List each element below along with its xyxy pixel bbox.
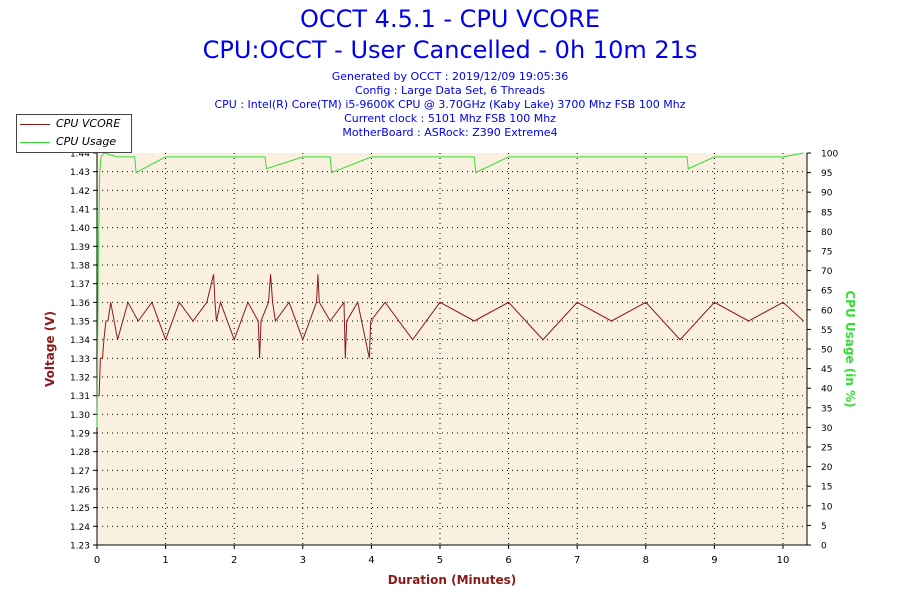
y2-tick-label: 35	[821, 404, 832, 414]
y-tick-label: 1.36	[70, 299, 90, 309]
x-tick-label: 4	[368, 555, 374, 566]
y-tick-label: 1.43	[70, 168, 90, 178]
legend: CPU VCORE CPU Usage	[16, 114, 132, 153]
y-tick-label: 1.44	[70, 150, 90, 160]
x-axis-label: Duration (Minutes)	[388, 573, 516, 587]
y-axis-label: Voltage (V)	[43, 311, 57, 387]
y2-tick-label: 75	[821, 248, 832, 258]
y-tick-label: 1.29	[70, 430, 90, 440]
y2-tick-label: 85	[821, 208, 832, 218]
y2-tick-label: 45	[821, 365, 832, 375]
x-tick-label: 5	[437, 555, 443, 566]
y-tick-label: 1.28	[70, 448, 90, 458]
y-tick-label: 1.24	[70, 523, 90, 533]
y2-tick-label: 20	[821, 463, 833, 473]
y2-tick-label: 15	[821, 483, 832, 493]
info-generated: Generated by OCCT : 2019/12/09 19:05:36	[331, 70, 569, 83]
legend-label-vcore: CPU VCORE	[56, 117, 121, 130]
y-tick-label: 1.39	[70, 243, 90, 253]
x-tick-label: 2	[231, 555, 237, 566]
y2-tick-label: 5	[821, 522, 827, 532]
y-tick-label: 1.27	[70, 467, 90, 477]
y2-tick-label: 100	[821, 150, 838, 160]
series-line-vcore	[97, 274, 804, 397]
y2-tick-label: 0	[821, 542, 827, 552]
y-tick-label: 1.35	[70, 318, 90, 328]
y2-tick-label: 50	[821, 346, 833, 356]
y-tick-label: 1.42	[70, 187, 90, 197]
y2-tick-label: 90	[821, 189, 833, 199]
y-tick-label: 1.30	[70, 411, 90, 421]
info-config: Config : Large Data Set, 6 Threads	[355, 84, 545, 97]
x-tick-label: 1	[162, 555, 168, 566]
info-motherboard: MotherBoard : ASRock: Z390 Extreme4	[342, 126, 558, 139]
series-line-usage	[96, 152, 804, 428]
y-tick-label: 1.37	[70, 280, 90, 290]
y2-tick-label: 40	[821, 385, 833, 395]
y2-tick-label: 60	[821, 306, 833, 316]
legend-swatch-vcore	[20, 124, 50, 125]
y-tick-label: 1.41	[70, 206, 90, 216]
x-tick-label: 10	[777, 555, 790, 566]
chart-title: OCCT 4.5.1 - CPU VCORE	[299, 5, 600, 33]
legend-label-usage: CPU Usage	[56, 135, 117, 148]
y-tick-label: 1.31	[70, 392, 90, 402]
y-tick-label: 1.26	[70, 486, 90, 496]
y2-tick-label: 65	[821, 287, 832, 297]
x-tick-label: 3	[300, 555, 306, 566]
x-tick-label: 8	[643, 555, 649, 566]
y2-tick-label: 55	[821, 326, 832, 336]
y2-tick-label: 80	[821, 228, 833, 238]
x-tick-label: 0	[94, 555, 100, 566]
y2-tick-label: 95	[821, 169, 832, 179]
x-tick-label: 9	[711, 555, 717, 566]
legend-swatch-usage	[20, 142, 50, 143]
y-tick-label: 1.40	[70, 224, 90, 234]
y2-tick-label: 25	[821, 444, 832, 454]
y-tick-label: 1.38	[70, 262, 90, 272]
y2-tick-label: 70	[821, 267, 833, 277]
y-tick-label: 1.33	[70, 355, 90, 365]
x-tick-label: 6	[505, 555, 511, 566]
y2-axis-label: CPU Usage (in %)	[843, 290, 857, 407]
info-cpu: CPU : Intel(R) Core(TM) i5-9600K CPU @ 3…	[214, 98, 686, 111]
chart-subtitle: CPU:OCCT - User Cancelled - 0h 10m 21s	[202, 36, 698, 64]
y2-tick-label: 10	[821, 502, 833, 512]
plot-background	[97, 153, 807, 545]
y-tick-label: 1.34	[70, 336, 90, 346]
x-tick-label: 7	[574, 555, 580, 566]
y-tick-label: 1.32	[70, 374, 90, 384]
info-current-clock: Current clock : 5101 Mhz FSB 100 Mhz	[344, 112, 556, 125]
y2-tick-label: 30	[821, 424, 833, 434]
y-tick-label: 1.23	[70, 542, 90, 552]
y-tick-label: 1.25	[70, 504, 90, 514]
